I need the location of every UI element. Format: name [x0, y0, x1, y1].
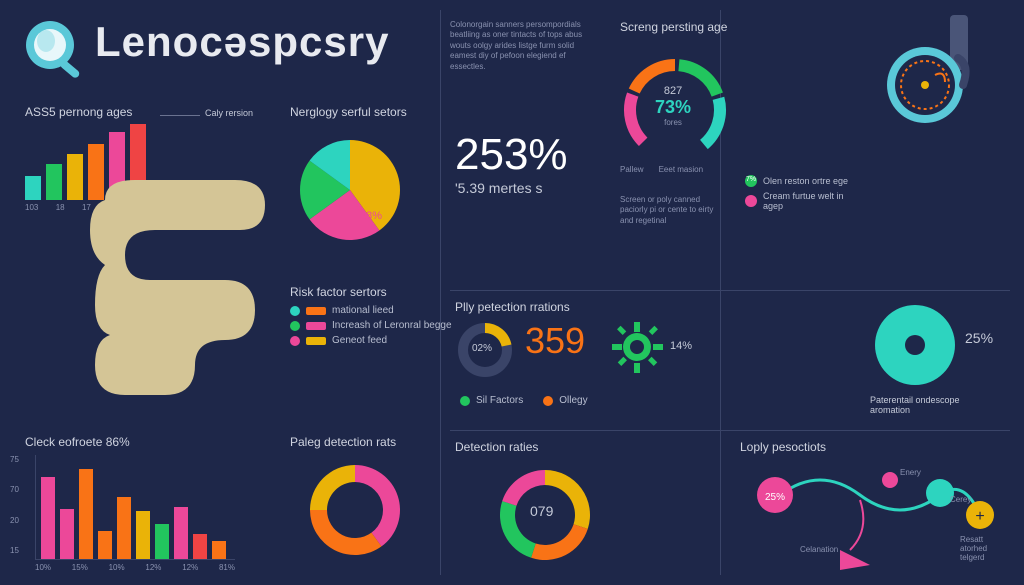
bar [136, 511, 150, 559]
legend-jr: 7%Olen reston ortre egeCream furtue welt… [745, 175, 853, 215]
sec-l-title: Loply pesoctiots [740, 440, 826, 454]
bars-c [35, 455, 235, 560]
flow-label-2: Celanation [800, 545, 838, 554]
pie-d [290, 130, 420, 260]
top-description: Colonorgain sanners persompordials beatl… [450, 20, 600, 72]
legend-e: mational lieedIncreash of Leronral begge… [290, 305, 452, 350]
leader-line [160, 115, 200, 116]
stat-big: 253% [455, 130, 568, 180]
sec-a-title: ASS5 pernong ages [25, 105, 132, 119]
xlab-c: 10%15%10%12%12%81% [35, 563, 235, 572]
bar [60, 509, 74, 559]
donut-f [300, 455, 410, 565]
stat-sub: '5.39 mertes s [455, 180, 543, 196]
flow-label-cercy: Cerey [950, 495, 971, 504]
flow-label-3: Resatt atorhed telgerd [960, 535, 1010, 562]
device-icon [850, 10, 1010, 150]
sec-h-gear-val: 14% [670, 340, 692, 352]
sec-i-title: Detection raties [455, 440, 538, 454]
legend-h: Sil FactorsOllegy [460, 395, 588, 406]
bar [79, 469, 93, 559]
bar [212, 541, 226, 559]
bar [98, 531, 112, 559]
sec-h-num: 359 [525, 320, 585, 362]
gauge-top: 827 [655, 85, 691, 97]
legend-j: PallewEeet masion [620, 165, 703, 174]
yaxis-c: 75702015 [10, 455, 19, 555]
bar [41, 477, 55, 559]
gauge-sub: fores [655, 118, 691, 127]
svg-text:+: + [975, 508, 984, 525]
sec-f-title: Paleg detection rats [290, 435, 396, 449]
sec-h-pct: 02% [472, 343, 492, 354]
circle-k-cap: Paterentail ondescope aromation [870, 395, 990, 415]
sec-d-title: Nerglogy serful setors [290, 105, 407, 119]
circle-k [870, 300, 960, 390]
bar [193, 534, 207, 559]
bar [25, 176, 41, 200]
divider-h2 [450, 430, 1010, 431]
sec-c-title: Cleck eofroete 86% [25, 435, 130, 449]
pie-callout: 28% [360, 210, 382, 222]
sec-e-title: Risk factor sertors [290, 285, 387, 299]
gauge-mid: 73% [655, 97, 691, 118]
svg-text:25%: 25% [765, 492, 785, 503]
sec-i-center: 079 [530, 503, 553, 519]
sec-a-line-label: Caly rersion [205, 108, 253, 118]
sec-h-title: Plly petection rrations [455, 300, 570, 314]
sec-j-desc: Screen or poly canned paciorly pi or cen… [620, 195, 720, 226]
sec-j-title: Screng persting age [620, 20, 727, 34]
bar [155, 524, 169, 559]
gear-icon [610, 320, 665, 375]
circle-k-val: 25% [965, 330, 993, 346]
intestine-illustration [55, 150, 315, 410]
divider-v1 [440, 10, 441, 575]
page-title: Lenocəspcsry [95, 18, 389, 66]
divider-h1 [450, 290, 1010, 291]
flow-label-1: Enery [900, 468, 921, 477]
scope-icon [20, 15, 90, 85]
bar [117, 497, 131, 559]
bar [174, 507, 188, 559]
